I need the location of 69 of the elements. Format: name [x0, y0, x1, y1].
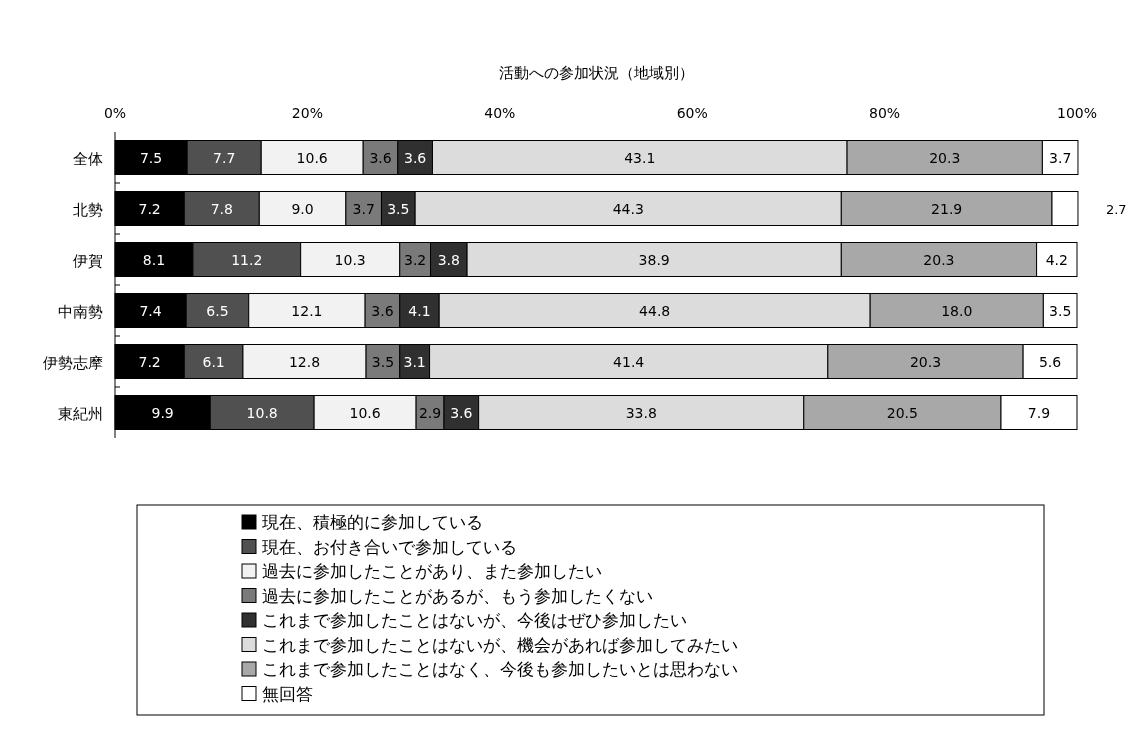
data-label: 3.8 — [437, 251, 460, 268]
y-tick-label: 北勢 — [73, 200, 103, 219]
data-label: 4.1 — [408, 302, 431, 319]
legend-label: 無回答 — [262, 683, 313, 704]
data-label: 6.1 — [202, 353, 225, 370]
data-label: 3.2 — [404, 251, 427, 268]
legend-label: 現在、お付き合いで参加している — [262, 536, 517, 557]
data-label: 10.3 — [334, 251, 366, 268]
data-label: 3.5 — [1049, 302, 1072, 319]
data-label: 7.4 — [139, 302, 162, 319]
data-label: 43.1 — [624, 149, 656, 166]
data-label: 2.7 — [1105, 201, 1127, 217]
data-label: 3.1 — [403, 353, 426, 370]
data-label: 7.7 — [213, 149, 236, 166]
data-label: 3.7 — [1049, 149, 1072, 166]
data-label: 3.6 — [371, 302, 394, 319]
x-tick-label: 100% — [1056, 105, 1098, 121]
data-label: 3.6 — [369, 149, 392, 166]
data-label: 7.5 — [139, 149, 163, 166]
data-label: 20.3 — [923, 251, 955, 268]
data-label: 38.9 — [638, 251, 670, 268]
y-tick-label: 中南勢 — [58, 302, 103, 321]
y-tick-label: 伊賀 — [73, 251, 103, 270]
y-tick-label: 伊勢志摩 — [43, 353, 103, 372]
legend-label: 現在、積極的に参加している — [262, 512, 483, 532]
data-label: 6.5 — [206, 302, 229, 319]
data-label: 4.2 — [1045, 251, 1068, 268]
data-label: 9.0 — [291, 200, 314, 217]
data-label: 3.5 — [371, 353, 395, 370]
data-label: 10.6 — [349, 404, 381, 421]
legend-label: これまで参加したことはないが、機会があれば参加してみたい — [262, 634, 738, 655]
y-tick-label: 東紀州 — [58, 404, 103, 423]
x-tick-label: 0% — [103, 105, 127, 121]
data-label: 21.9 — [931, 200, 963, 217]
data-label: 12.8 — [288, 353, 321, 370]
x-tick-label: 80% — [869, 105, 901, 121]
data-label: 7.9 — [1027, 404, 1051, 421]
y-tick-label: 全体 — [73, 149, 103, 168]
legend-label: 過去に参加したことがあり、また参加したい — [262, 561, 602, 581]
legend-label: これまで参加したことはなく、今後も参加したいとは思わない — [262, 659, 738, 679]
data-label: 10.6 — [296, 149, 328, 166]
data-label: 11.2 — [231, 251, 263, 268]
data-label: 44.3 — [612, 200, 644, 217]
data-label: 33.8 — [625, 404, 657, 421]
chart-title: 活動への参加状況（地域別） — [498, 64, 694, 82]
data-label: 41.4 — [613, 353, 645, 370]
data-label: 18.0 — [941, 302, 973, 319]
x-tick-label: 40% — [484, 105, 516, 121]
data-label: 3.5 — [387, 200, 410, 217]
data-label: 10.8 — [246, 404, 278, 421]
data-label: 12.1 — [291, 302, 323, 319]
data-label: 3.6 — [450, 404, 473, 421]
data-label: 2.9 — [418, 404, 442, 421]
data-label: 3.6 — [404, 149, 427, 166]
data-label: 3.7 — [352, 200, 375, 217]
x-tick-label: 20% — [291, 105, 323, 121]
data-label: 9.9 — [151, 404, 174, 421]
data-label: 7.8 — [210, 200, 233, 217]
legend-label: 過去に参加したことがあるが、もう参加したくない — [262, 585, 653, 606]
data-label: 44.8 — [639, 302, 671, 319]
data-label: 20.5 — [886, 404, 918, 421]
data-label: 7.2 — [138, 353, 161, 370]
x-tick-label: 60% — [676, 105, 708, 121]
data-label: 7.2 — [138, 200, 161, 217]
data-label: 20.3 — [909, 353, 942, 370]
data-label: 5.6 — [1038, 353, 1062, 370]
data-label: 20.3 — [929, 149, 961, 166]
data-label: 8.1 — [142, 251, 166, 268]
legend-label: これまで参加したことはないが、今後はぜひ参加したい — [262, 610, 687, 630]
